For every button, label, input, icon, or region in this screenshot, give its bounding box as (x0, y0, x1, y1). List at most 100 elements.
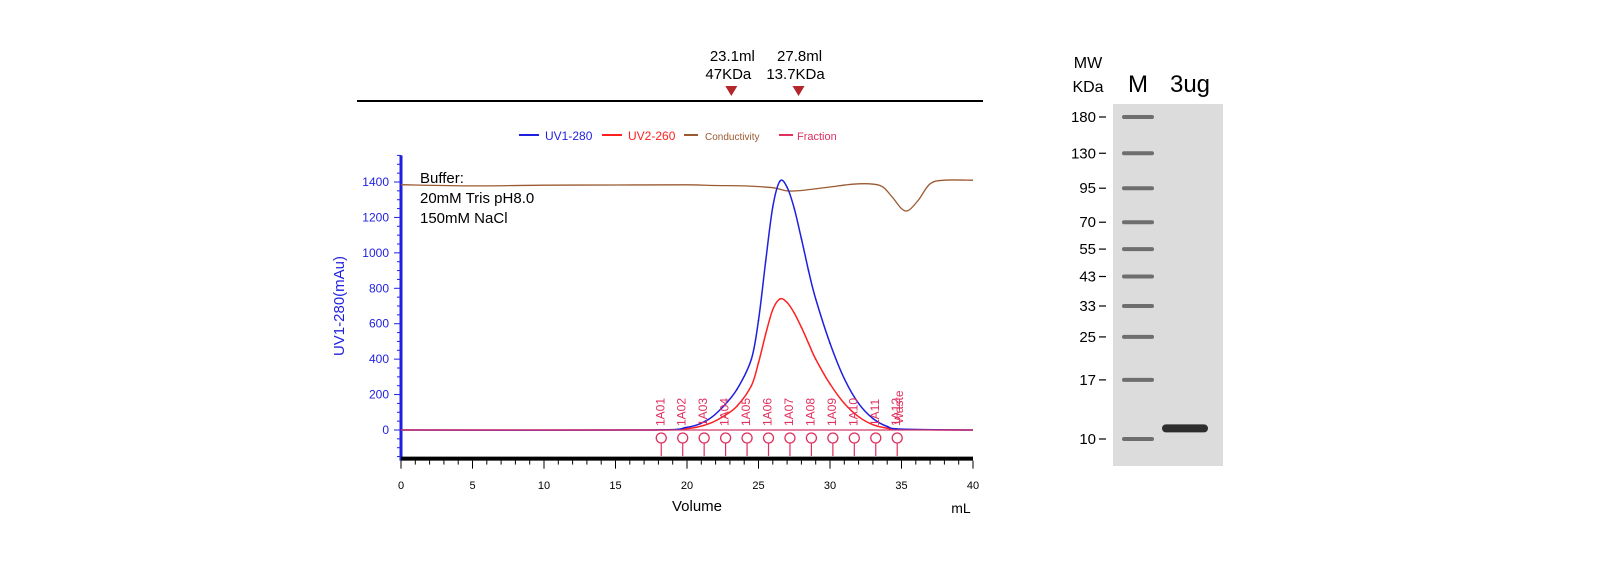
mw-label: 33 (1079, 298, 1096, 315)
series-uv1-280-point (829, 342, 831, 345)
fraction-label: 1A10 (846, 398, 860, 426)
series-uv1-280-point (786, 186, 788, 189)
series-uv1-280-point (764, 260, 767, 263)
x-tick-label: 25 (752, 480, 764, 492)
series-uv1-280-point (814, 298, 817, 300)
series-uv1-280-point (793, 207, 796, 210)
legend-uv2-260-label: UV2-260 (628, 129, 676, 143)
series-uv1-280-point (807, 269, 810, 272)
fraction-marker (698, 432, 710, 444)
series-uv1-280-point (843, 377, 846, 380)
legend-uv1-280-label: UV1-280 (545, 129, 593, 143)
fraction-marker (655, 432, 667, 444)
mw-label: 43 (1079, 269, 1096, 286)
series-uv2-260-point (757, 361, 760, 364)
x-tick-label: 15 (609, 480, 621, 492)
y-tick-label: 600 (369, 317, 389, 331)
fraction-marker (762, 432, 775, 444)
legend-conductivity-label: Conductivity (705, 132, 759, 143)
x-tick-label: 20 (681, 480, 693, 492)
series-uv2-260-point (793, 312, 796, 314)
series-uv1-280-point (757, 319, 760, 321)
fraction-label: 1A08 (803, 398, 817, 426)
marker-triangle (792, 86, 805, 96)
fraction-label: 1A09 (825, 398, 839, 426)
legend: UV1-280 UV2-260 Conductivity Fraction (519, 129, 837, 143)
series-uv1-280-point (800, 237, 803, 240)
fraction-marker (848, 432, 860, 444)
series-uv1-280-point (772, 206, 774, 208)
gel-image (1113, 104, 1223, 466)
ladder-band (1122, 274, 1154, 279)
sds-page-gel: MW KDa M 3ug 180 130 95 70 55 43 33 25 17 10 (1071, 55, 1223, 466)
series-uv2-260-point (764, 333, 767, 336)
series-uv2-260-point (807, 342, 810, 345)
series-uv2-260-point (872, 423, 874, 426)
gel-column-label-marker: M (1128, 71, 1148, 98)
fraction-marker (827, 432, 839, 444)
gel-axis-title-kda: KDa (1072, 79, 1103, 96)
x-axis-unit: mL (951, 500, 971, 516)
fraction-marker (891, 432, 903, 444)
y-tick-label: 1400 (362, 175, 389, 189)
mw-label: 25 (1079, 329, 1096, 346)
buffer-annotation-line: 150mM NaCl (420, 210, 508, 227)
marker-mw-label: 13.7KDa (766, 66, 825, 83)
y-tick-label: 1000 (362, 246, 389, 260)
series-uv2-260-point (843, 402, 846, 405)
fraction-label: 1A05 (739, 398, 753, 426)
mw-label: 55 (1079, 241, 1096, 258)
mw-label: 180 (1071, 109, 1096, 126)
x-tick-label: 30 (824, 480, 836, 492)
ladder-band (1122, 303, 1154, 308)
fraction-label: 1A11 (868, 399, 882, 426)
series-uv2-260-point (800, 326, 803, 329)
mw-label: 17 (1079, 372, 1096, 389)
mw-label: 70 (1079, 214, 1096, 231)
marker-volume-label: 23.1ml (710, 48, 755, 65)
fraction-marker (741, 432, 753, 444)
fraction-marker (719, 432, 732, 444)
series-uv2-260-point (707, 423, 710, 425)
series-uv2-260-point (772, 308, 774, 311)
series-uv2-260-point (721, 415, 724, 418)
mw-label: 10 (1079, 431, 1096, 448)
series-uv1-280-point (779, 180, 781, 182)
series-uv2-260-point (829, 383, 831, 385)
fraction-layer: 1A01 1A02 1A03 1A04 1A05 1A06 1A07 1A08 1A09 1A10… (653, 390, 906, 456)
ladder-band (1122, 186, 1154, 191)
fraction-label: 1A01 (653, 398, 667, 426)
series-uv2-260-point (736, 405, 738, 407)
gel-column-label-sample: 3ug (1170, 71, 1210, 98)
fraction-label: 1A04 (718, 398, 732, 426)
series-uv2-260-point (886, 427, 888, 430)
series-uv1-280-point (707, 418, 710, 421)
series-uv1-280-point (872, 417, 874, 420)
marker-triangle (725, 86, 738, 96)
fraction-label: 1A07 (782, 398, 796, 426)
y-tick-label: 400 (369, 352, 389, 366)
ladder-band (1122, 151, 1154, 156)
marker-mw-label: 47KDa (705, 66, 752, 83)
fraction-label: 1A06 (761, 398, 775, 426)
fraction-marker (784, 432, 796, 444)
y-tick-label: 200 (369, 388, 389, 402)
x-tick-label: 35 (895, 480, 907, 492)
x-tick-label: 10 (538, 480, 550, 492)
fraction-label: 1A12 (889, 398, 903, 426)
gel-axis-title-mw: MW (1074, 55, 1103, 72)
series-conductivity-line (400, 179, 974, 212)
series-uv2-260-point (814, 358, 817, 360)
buffer-annotation-line: Buffer: (420, 170, 464, 187)
series-layer (400, 179, 974, 431)
fraction-marker (805, 432, 818, 444)
series-uv1-280-point (721, 406, 724, 408)
ladder-band (1122, 437, 1154, 441)
ladder-band (1122, 247, 1154, 252)
legend-fraction-label: Fraction (797, 131, 837, 143)
ladder-band (1122, 115, 1154, 119)
series-uv1-280-point (857, 402, 860, 405)
